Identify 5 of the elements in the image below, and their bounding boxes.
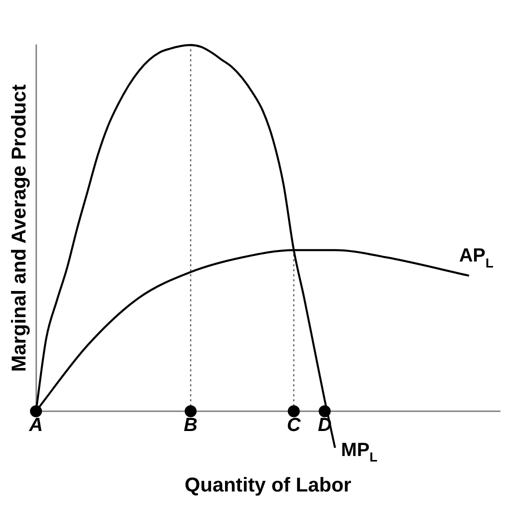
x-tick-label: B — [184, 414, 198, 436]
x-tick-label: C — [286, 414, 301, 436]
x-axis-title: Quantity of Labor — [184, 474, 352, 497]
y-axis-title: Marginal and Average Product — [8, 84, 31, 372]
x-tick-label: A — [28, 414, 43, 436]
